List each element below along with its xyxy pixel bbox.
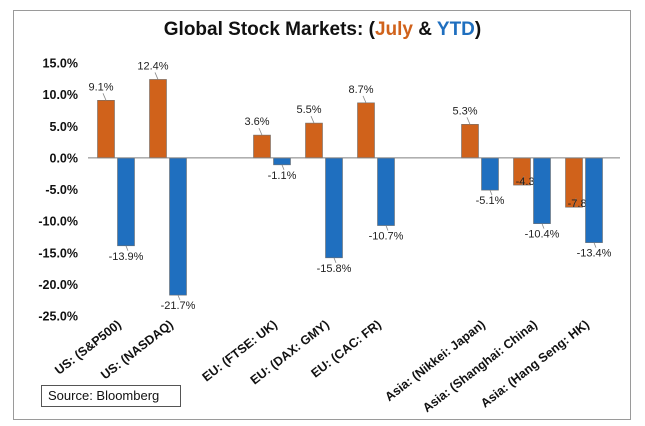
data-label-leader <box>154 72 159 80</box>
data-label: 8.7% <box>348 84 373 96</box>
data-label: -13.9% <box>109 251 144 263</box>
y-tick-label: 5.0% <box>50 120 79 134</box>
data-label: -5.1% <box>476 195 505 207</box>
y-tick-label: 15.0% <box>43 57 78 71</box>
data-label-leader <box>102 93 107 101</box>
bar-ytd <box>325 157 343 259</box>
title-suffix: ) <box>474 19 482 40</box>
title-amp: & <box>412 19 437 40</box>
data-label-leader <box>521 175 525 186</box>
data-label: 3.6% <box>244 116 269 128</box>
data-label: -13.4% <box>577 248 612 260</box>
y-tick-label: -5.0% <box>45 183 78 197</box>
y-tick-label: 10.0% <box>43 88 78 102</box>
title-july: July <box>374 19 413 40</box>
data-label-leader <box>310 115 315 124</box>
title-ytd: YTD <box>436 19 475 40</box>
data-label-leader <box>281 164 285 170</box>
data-label-leader <box>466 117 471 125</box>
data-label-leader <box>573 198 577 208</box>
data-label-leader <box>593 242 597 248</box>
data-label: 5.5% <box>296 104 321 116</box>
data-label-leader <box>125 245 129 251</box>
data-label: -15.8% <box>317 263 352 275</box>
data-label: -10.7% <box>369 231 404 243</box>
data-label: -21.7% <box>161 300 196 312</box>
bar-july <box>461 124 479 159</box>
data-label-leader <box>333 257 337 263</box>
bar-ytd <box>533 157 551 224</box>
bar-july <box>253 134 271 159</box>
bar-ytd <box>481 157 499 191</box>
data-label: 12.4% <box>137 60 168 72</box>
data-label: -1.1% <box>268 170 297 182</box>
bar-ytd <box>585 157 603 243</box>
data-label: 9.1% <box>88 81 113 93</box>
y-tick-label: -10.0% <box>38 215 78 229</box>
bar-ytd <box>377 157 395 226</box>
bar-july <box>357 102 375 159</box>
data-label-leader <box>489 189 493 196</box>
data-label-leader <box>385 225 389 231</box>
data-label: -10.4% <box>525 229 560 241</box>
bar-ytd <box>273 157 291 166</box>
data-label-leader <box>258 127 263 136</box>
data-label-leader <box>541 223 545 229</box>
bar-ytd <box>169 157 187 296</box>
y-tick-label: -20.0% <box>38 278 78 292</box>
bar-ytd <box>117 157 135 247</box>
title-prefix: Global Stock Markets: ( <box>163 19 375 40</box>
bar-july <box>97 100 115 159</box>
bars-group: 9.1%12.4%3.6%5.5%8.7%5.3%-4.3%-7.8%-13.9… <box>88 60 611 312</box>
y-tick-label: -15.0% <box>38 246 78 260</box>
source-note: Source: Bloomberg <box>41 385 181 407</box>
y-tick-label: 0.0% <box>50 151 79 165</box>
data-label-leader <box>362 95 367 104</box>
y-tick-label: -25.0% <box>38 310 78 324</box>
bar-july <box>149 79 167 159</box>
data-label-leader <box>177 294 181 301</box>
data-label: 5.3% <box>452 105 477 117</box>
chart-frame <box>13 10 631 420</box>
x-tick-label: Asia: (Nikkei: Japan) <box>382 317 488 404</box>
chart-title: Global Stock Markets: (July & YTD) <box>0 19 645 41</box>
bar-july <box>305 122 323 159</box>
